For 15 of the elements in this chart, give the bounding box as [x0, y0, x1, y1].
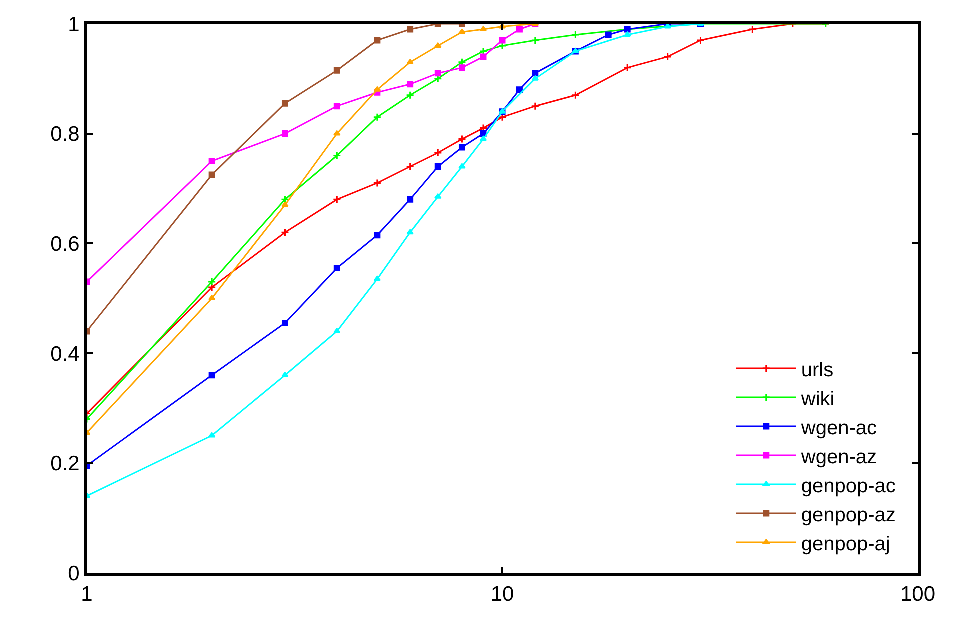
x-tick-label: 100	[900, 583, 936, 606]
x-tick-label: 10	[490, 583, 514, 606]
y-tick-label: 1	[68, 13, 80, 36]
y-tick-label: 0.2	[50, 452, 80, 476]
y-tick-label: 0.4	[50, 342, 80, 366]
legend-label: wgen-az	[800, 446, 877, 468]
legend-label: genpop-ac	[801, 475, 896, 498]
y-tick-label: 0.6	[50, 232, 80, 256]
legend-label: wiki	[800, 388, 835, 410]
y-tick-label: 0.8	[50, 123, 80, 146]
legend-label: urls	[801, 359, 834, 382]
y-tick-label: 0	[68, 562, 80, 586]
legend-label: wgen-ac	[800, 417, 877, 440]
legend-label: genpop-az	[801, 504, 896, 526]
legend-label: genpop-aj	[801, 533, 890, 556]
